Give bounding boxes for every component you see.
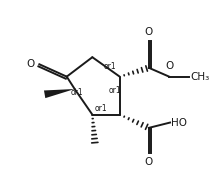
Text: O: O xyxy=(165,61,173,71)
Text: or1: or1 xyxy=(109,86,122,95)
Text: HO: HO xyxy=(171,117,187,128)
Text: CH₃: CH₃ xyxy=(190,72,210,82)
Text: O: O xyxy=(26,59,34,69)
Text: O: O xyxy=(145,157,153,167)
Text: or1: or1 xyxy=(95,104,107,112)
Text: or1: or1 xyxy=(70,88,83,97)
Polygon shape xyxy=(44,89,75,98)
Text: O: O xyxy=(145,27,153,37)
Text: or1: or1 xyxy=(104,62,116,71)
